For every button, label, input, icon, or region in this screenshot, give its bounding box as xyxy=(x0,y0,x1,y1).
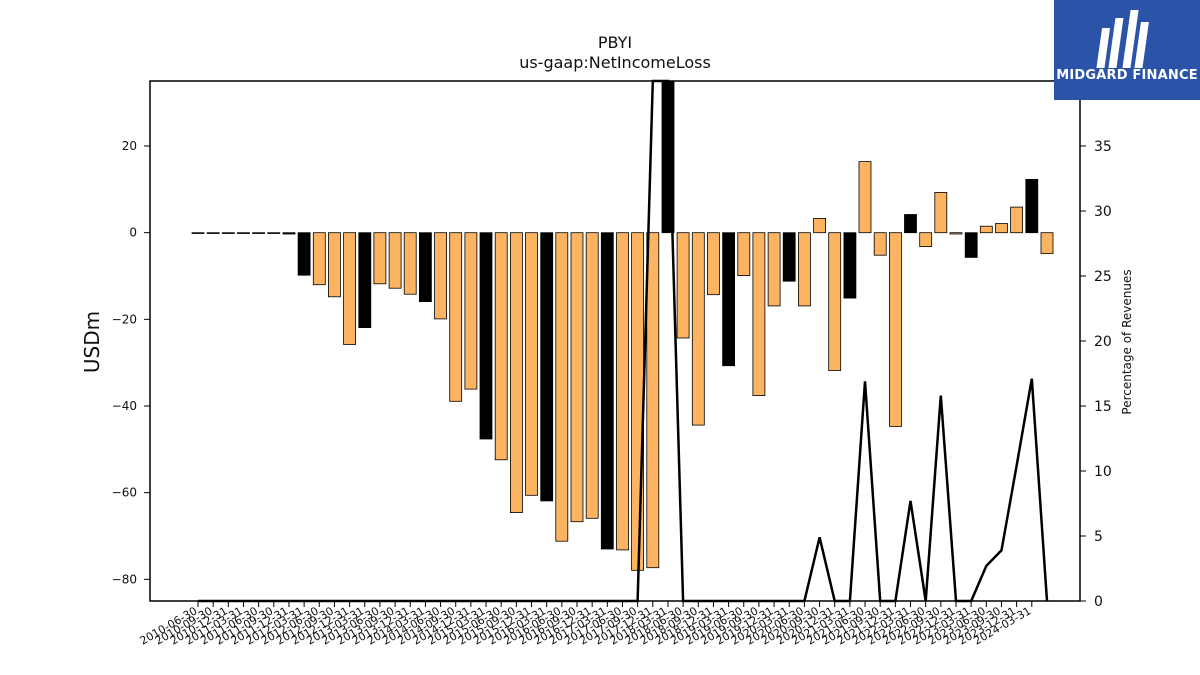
bar-2012-09-30 xyxy=(327,232,341,298)
y2-tick-label: 30 xyxy=(1094,204,1112,220)
bar-2015-09-30 xyxy=(509,232,523,513)
bar-2014-09-30 xyxy=(449,232,463,402)
bar-2019-09-30 xyxy=(752,232,766,396)
bar-2010-06-30 xyxy=(191,232,205,234)
bar-2016-09-30 xyxy=(570,232,584,523)
bar-2020-09-30 xyxy=(813,217,826,234)
bar-2022-12-31 xyxy=(949,232,963,235)
bar-2023-03-31 xyxy=(964,232,978,258)
bar-2017-09-30 xyxy=(631,232,644,571)
bar-2010-09-30 xyxy=(206,232,220,234)
bar-2011-09-30 xyxy=(267,232,281,234)
logo-mark-icon xyxy=(1096,10,1149,68)
y-tick-label: −40 xyxy=(112,399,137,413)
left-axis: 20 0 −20 −40 −60 −80 xyxy=(112,139,150,586)
bar-2014-06-30 xyxy=(434,232,448,320)
bar-2011-12-31 xyxy=(282,232,296,235)
bar-2023-06-30 xyxy=(979,225,993,234)
bar-2014-12-31 xyxy=(464,232,478,390)
bar-2020-06-30 xyxy=(798,232,811,307)
bar-2012-03-31 xyxy=(297,232,311,276)
bar-2016-03-31 xyxy=(540,232,554,502)
y-tick-label: −80 xyxy=(112,572,137,586)
y2-tick-label: 25 xyxy=(1094,269,1112,285)
y-tick-label: 0 xyxy=(129,226,137,240)
bar-2016-12-31 xyxy=(585,232,599,519)
bar-2024-03-31 xyxy=(1025,178,1039,234)
bar-2015-03-31 xyxy=(479,232,493,440)
bar-2020-12-31 xyxy=(828,232,842,371)
bar-2011-06-30 xyxy=(252,232,266,234)
y2-tick-label: 10 xyxy=(1094,464,1112,480)
y-axis-label: USDm xyxy=(80,310,104,374)
bar-2013-06-30 xyxy=(373,232,387,285)
bar-2021-12-31 xyxy=(889,232,902,427)
y2-tick-label: 0 xyxy=(1094,594,1103,610)
bar-2018-12-31 xyxy=(707,232,720,296)
bar-2021-06-30 xyxy=(858,161,872,234)
bar-2022-06-30 xyxy=(919,232,933,247)
plot-frame xyxy=(149,80,1081,602)
midgard-finance-logo: MIDGARD FINANCE xyxy=(1054,0,1200,100)
bar-2022-09-30 xyxy=(934,191,948,234)
y2-tick-label: 15 xyxy=(1094,399,1112,415)
y2-tick-label: 20 xyxy=(1094,334,1112,350)
bar-2023-09-30 xyxy=(995,223,1008,234)
bar-2015-06-30 xyxy=(494,232,508,461)
right-axis: 0 5 10 15 20 25 30 35 xyxy=(1080,139,1112,610)
bar-2010-12-31 xyxy=(221,232,235,234)
bar-2021-03-31 xyxy=(843,232,857,299)
bar-2020-03-31 xyxy=(782,232,796,282)
bar-2017-12-31 xyxy=(646,232,660,569)
bar-2017-06-30 xyxy=(616,232,629,551)
x-axis: 2010-06-302010-09-302010-12-312011-03-31… xyxy=(138,601,1033,648)
bar-2011-03-31 xyxy=(237,232,250,234)
bar-2013-03-31 xyxy=(358,232,372,328)
bar-2015-12-31 xyxy=(525,232,538,496)
bar-2019-06-30 xyxy=(737,232,751,276)
bar-2021-09-30 xyxy=(873,232,887,256)
y-tick-label: −20 xyxy=(112,312,137,326)
bar-2016-06-30 xyxy=(555,232,569,542)
bar-2023-12-31 xyxy=(1010,206,1023,234)
bar-2013-09-30 xyxy=(388,232,402,289)
y2-tick-label: 35 xyxy=(1094,139,1112,155)
bar-2018-06-30 xyxy=(676,232,690,339)
bar-2018-09-30 xyxy=(691,232,705,426)
bar-2017-03-31 xyxy=(600,232,614,550)
bar-2014-03-31 xyxy=(418,232,432,302)
y2-axis-label: Percentage of Revenues xyxy=(1120,269,1134,415)
logo-text: MIDGARD FINANCE xyxy=(1056,68,1198,83)
chart-title: PBYI xyxy=(597,33,633,52)
bar-2019-12-31 xyxy=(767,232,781,307)
bars-layer xyxy=(191,80,1054,571)
y-tick-label: 20 xyxy=(122,139,137,153)
chart-subtitle: us-gaap:NetIncomeLoss xyxy=(519,53,711,72)
y2-tick-label: 5 xyxy=(1094,529,1103,545)
y-tick-label: −60 xyxy=(112,486,137,500)
bar-undefined xyxy=(1040,232,1054,254)
bar-2012-06-30 xyxy=(312,232,326,286)
bar-2022-03-31 xyxy=(904,214,917,234)
bar-2019-03-31 xyxy=(722,232,735,367)
bar-2013-12-31 xyxy=(403,232,417,295)
bar-2012-12-31 xyxy=(343,232,357,345)
